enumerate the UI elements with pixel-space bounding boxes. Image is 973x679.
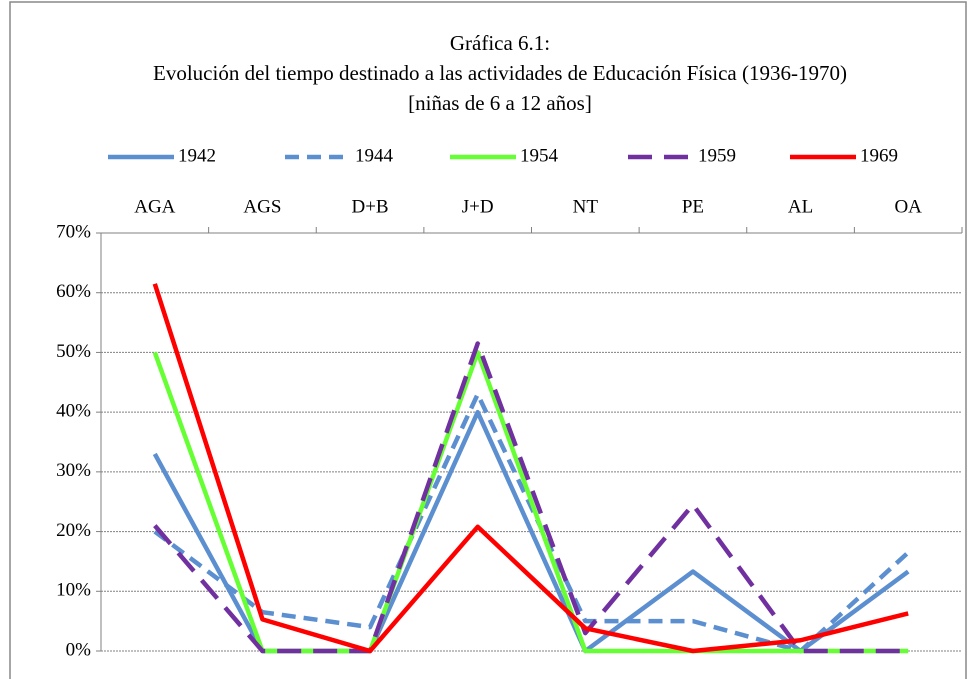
series-line [153, 341, 909, 654]
x-tick-label: NT [573, 196, 599, 217]
chart-title: Gráfica 6.1: [450, 31, 550, 55]
y-tick-label: 40% [56, 401, 91, 422]
x-tick-label: AGS [243, 196, 281, 217]
x-tick-label: PE [682, 196, 704, 217]
y-tick-label: 30% [56, 460, 91, 481]
legend-label: 1969 [860, 145, 898, 166]
legend-label: 1959 [698, 145, 736, 166]
x-tick-label: OA [894, 196, 922, 217]
y-tick-label: 0% [66, 639, 92, 660]
y-tick-label: 70% [56, 221, 91, 242]
y-tick-label: 50% [56, 341, 91, 362]
chart-title: Evolución del tiempo destinado a las act… [153, 61, 847, 85]
series-line [152, 283, 909, 654]
y-tick-label: 20% [56, 520, 91, 541]
chart-title: [niñas de 6 a 12 años] [408, 91, 592, 115]
x-tick-label: AL [788, 196, 813, 217]
chart-border [9, 1, 967, 679]
x-tick-label: D+B [352, 196, 389, 217]
x-tick-label: J+D [462, 196, 494, 217]
legend-label: 1954 [520, 145, 559, 166]
legend-label: 1942 [178, 145, 216, 166]
x-tick-label: AGA [134, 196, 175, 217]
y-tick-label: 60% [56, 281, 91, 302]
legend-label: 1944 [355, 145, 394, 166]
y-tick-label: 10% [56, 580, 91, 601]
